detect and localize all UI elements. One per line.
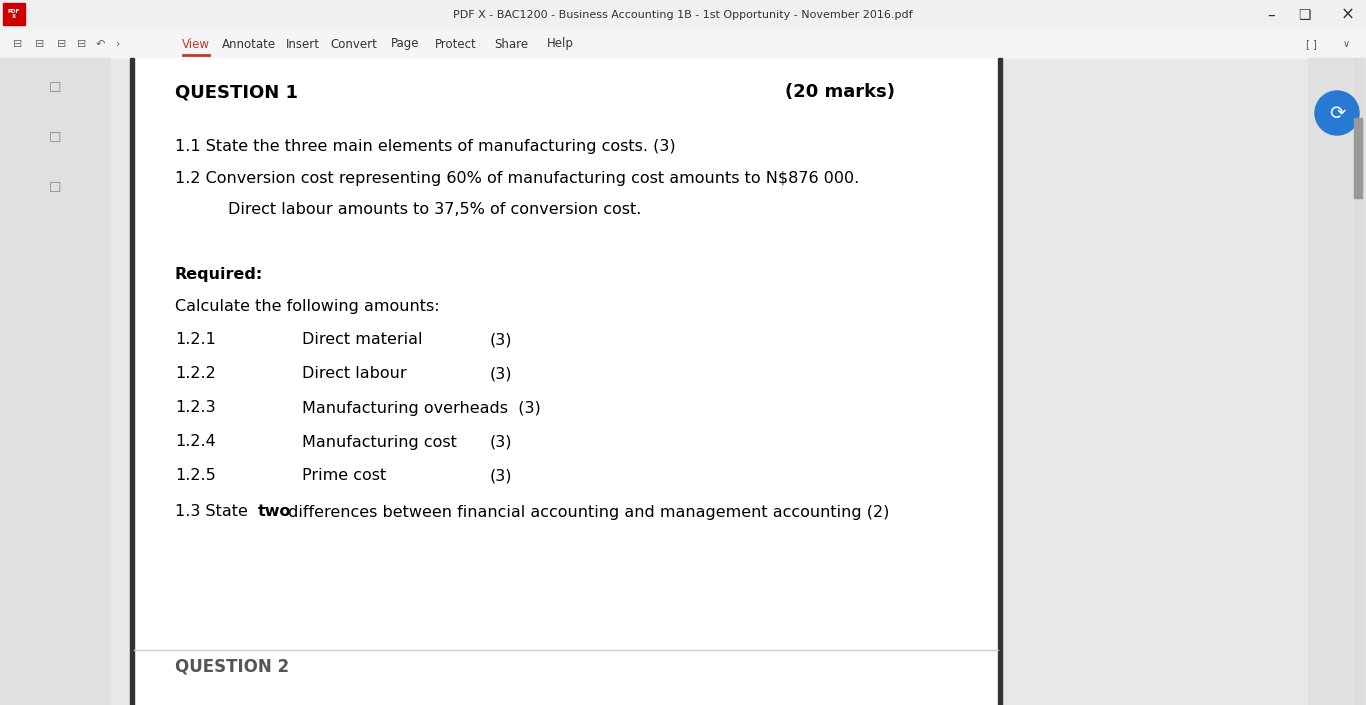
- Text: 1.2.2: 1.2.2: [175, 367, 216, 381]
- Text: (3): (3): [490, 434, 512, 450]
- Bar: [1354, 58, 1362, 705]
- Text: –: –: [1268, 8, 1274, 23]
- Text: differences between financial accounting and management accounting (2): differences between financial accounting…: [283, 505, 889, 520]
- Text: Convert: Convert: [331, 37, 377, 51]
- Text: Direct labour: Direct labour: [302, 367, 407, 381]
- Bar: [1354, 118, 1362, 198]
- Text: 1.2.1: 1.2.1: [175, 333, 216, 348]
- Text: ⊟: ⊟: [78, 39, 86, 49]
- Text: (3): (3): [490, 367, 512, 381]
- Text: Calculate the following amounts:: Calculate the following amounts:: [175, 298, 440, 314]
- Text: [ ]: [ ]: [1306, 39, 1317, 49]
- Bar: [130, 58, 1000, 705]
- Text: 1.1 State the three main elements of manufacturing costs. (3): 1.1 State the three main elements of man…: [175, 138, 676, 154]
- Bar: [0, 58, 111, 705]
- Bar: [0, 30, 1366, 58]
- Text: Manufacturing overheads  (3): Manufacturing overheads (3): [302, 400, 541, 415]
- Text: View: View: [182, 37, 210, 51]
- Text: Direct labour amounts to 37,5% of conversion cost.: Direct labour amounts to 37,5% of conver…: [228, 202, 642, 218]
- Text: 1.2 Conversion cost representing 60% of manufacturing cost amounts to N$876 000.: 1.2 Conversion cost representing 60% of …: [175, 171, 859, 185]
- Text: ☐: ☐: [49, 181, 61, 195]
- Text: 1.2.3: 1.2.3: [175, 400, 216, 415]
- Text: QUESTION 2: QUESTION 2: [175, 657, 290, 675]
- Text: Share: Share: [494, 37, 529, 51]
- Bar: [999, 58, 1003, 705]
- Text: PDF X - BAC1200 - Business Accounting 1B - 1st Opportunity - November 2016.pdf: PDF X - BAC1200 - Business Accounting 1B…: [454, 10, 912, 20]
- Text: Insert: Insert: [285, 37, 320, 51]
- Text: ↶: ↶: [96, 39, 105, 49]
- Text: (3): (3): [490, 333, 512, 348]
- Text: Annotate: Annotate: [221, 37, 276, 51]
- Text: PDF
X: PDF X: [8, 8, 20, 20]
- Text: Direct material: Direct material: [302, 333, 422, 348]
- Text: ›: ›: [116, 39, 120, 49]
- Text: 1.2.4: 1.2.4: [175, 434, 216, 450]
- Bar: [0, 0, 1366, 30]
- Text: ⊟: ⊟: [36, 39, 45, 49]
- Text: ⊟: ⊟: [14, 39, 23, 49]
- Text: Manufacturing cost: Manufacturing cost: [302, 434, 456, 450]
- Text: Help: Help: [546, 37, 574, 51]
- Text: ☐: ☐: [49, 131, 61, 145]
- Text: ❑: ❑: [1298, 8, 1310, 22]
- Text: 1.2.5: 1.2.5: [175, 469, 216, 484]
- Text: ×: ×: [1341, 6, 1355, 24]
- Text: ⟳: ⟳: [1329, 104, 1346, 123]
- Bar: [1309, 58, 1366, 705]
- Bar: [3, 3, 25, 25]
- Text: Page: Page: [391, 37, 419, 51]
- Text: (20 marks): (20 marks): [785, 83, 895, 101]
- Text: Required:: Required:: [175, 266, 264, 281]
- Circle shape: [1315, 91, 1359, 135]
- Text: Prime cost: Prime cost: [302, 469, 387, 484]
- Text: (3): (3): [490, 469, 512, 484]
- Text: QUESTION 1: QUESTION 1: [175, 83, 298, 101]
- Text: ∨: ∨: [1343, 39, 1350, 49]
- Text: 1.3 State: 1.3 State: [175, 505, 253, 520]
- Text: two: two: [258, 505, 291, 520]
- Text: ☐: ☐: [49, 81, 61, 95]
- Text: Protect: Protect: [436, 37, 477, 51]
- Bar: [130, 58, 134, 705]
- Text: ⊟: ⊟: [57, 39, 67, 49]
